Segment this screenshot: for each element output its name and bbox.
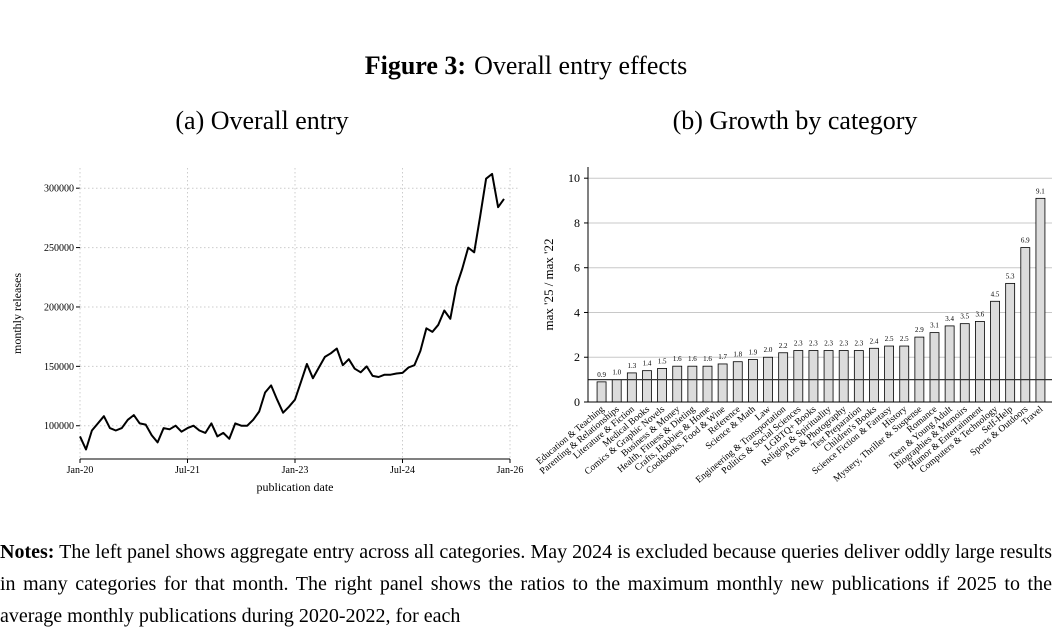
bar bbox=[899, 345, 910, 403]
y-axis-label: monthly releases bbox=[10, 273, 24, 354]
value-label: 1.4 bbox=[643, 360, 652, 368]
y-axis-label: max '25 / max '22 bbox=[541, 238, 556, 330]
figure: Figure 3: Overall entry effects (a) Overa… bbox=[10, 51, 1052, 494]
bar bbox=[823, 350, 834, 403]
x-tick-label: Jul-24 bbox=[390, 465, 415, 476]
value-label: 1.8 bbox=[733, 351, 742, 359]
value-label: 2.2 bbox=[779, 342, 788, 350]
chart-title: (b) Growth by category bbox=[673, 106, 918, 135]
value-label: 2.0 bbox=[764, 346, 773, 354]
bar bbox=[959, 323, 970, 403]
value-label: 3.4 bbox=[945, 315, 954, 323]
bar bbox=[914, 336, 925, 403]
value-label: 2.4 bbox=[870, 337, 879, 345]
figure-title: Figure 3: Overall entry effects bbox=[365, 51, 688, 80]
bar bbox=[748, 359, 758, 403]
value-label: 2.3 bbox=[824, 340, 833, 348]
bar bbox=[869, 347, 879, 403]
bar bbox=[990, 300, 1000, 403]
y-tick-label: 300000 bbox=[44, 184, 74, 195]
bar bbox=[1020, 247, 1031, 403]
value-label: 2.3 bbox=[839, 340, 848, 348]
bar bbox=[884, 345, 894, 403]
value-label: 4.5 bbox=[991, 290, 1000, 298]
bar bbox=[642, 370, 652, 403]
value-label: 1.3 bbox=[627, 362, 636, 370]
y-tick-label: 4 bbox=[574, 305, 580, 319]
bar bbox=[793, 350, 804, 403]
data-line bbox=[79, 172, 505, 451]
value-label: 1.7 bbox=[718, 353, 727, 361]
bar bbox=[687, 365, 698, 403]
value-label: 2.5 bbox=[900, 335, 909, 343]
value-label: 2.9 bbox=[915, 326, 924, 334]
y-tick-label: 6 bbox=[574, 261, 580, 275]
bar bbox=[611, 379, 622, 403]
bar bbox=[853, 350, 864, 403]
value-label: 1.6 bbox=[688, 355, 697, 363]
bar bbox=[702, 365, 713, 403]
figure-label: Figure 3: bbox=[365, 51, 466, 80]
bar bbox=[975, 321, 985, 403]
x-tick-label: Jan-26 bbox=[497, 465, 524, 476]
y-tick-label: 100000 bbox=[44, 421, 74, 432]
value-label: 1.0 bbox=[612, 369, 621, 377]
bar bbox=[1005, 282, 1016, 403]
value-label: 2.3 bbox=[854, 340, 863, 348]
value-label: 3.1 bbox=[930, 322, 939, 330]
value-label: 9.1 bbox=[1036, 187, 1045, 195]
figure-title-text: Overall entry effects bbox=[474, 51, 687, 80]
y-tick-label: 8 bbox=[574, 216, 580, 230]
y-tick-label: 250000 bbox=[44, 243, 74, 254]
notes-text: The left panel shows aggregate entry acr… bbox=[0, 541, 1052, 627]
value-label: 6.9 bbox=[1021, 237, 1030, 245]
bar bbox=[838, 350, 849, 403]
bar bbox=[1035, 197, 1046, 403]
x-tick-label: Jul-21 bbox=[175, 465, 200, 476]
value-label: 5.3 bbox=[1006, 272, 1015, 280]
value-label: 3.5 bbox=[960, 313, 969, 321]
bar bbox=[944, 325, 955, 403]
chart-title: (a) Overall entry bbox=[175, 106, 348, 135]
y-tick-label: 2 bbox=[574, 350, 580, 364]
x-tick-label: Jan-20 bbox=[67, 465, 94, 476]
x-axis-label: publication date bbox=[257, 480, 334, 494]
bar bbox=[672, 365, 683, 403]
value-label: 1.9 bbox=[749, 348, 758, 356]
value-label: 2.3 bbox=[809, 340, 818, 348]
y-tick-label: 0 bbox=[574, 395, 580, 409]
bar bbox=[778, 352, 789, 403]
bar bbox=[717, 363, 728, 403]
x-tick-label: Jan-23 bbox=[282, 465, 309, 476]
value-label: 1.6 bbox=[673, 355, 682, 363]
notes: Notes: The left panel shows aggregate en… bbox=[0, 536, 1052, 628]
bar bbox=[596, 381, 607, 403]
notes-label: Notes: bbox=[0, 541, 55, 563]
bar bbox=[808, 350, 819, 403]
value-label: 1.6 bbox=[703, 355, 712, 363]
value-label: 2.3 bbox=[794, 340, 803, 348]
bar bbox=[929, 332, 940, 403]
value-label: 0.9 bbox=[597, 371, 606, 379]
bar bbox=[657, 368, 667, 403]
bar bbox=[626, 372, 637, 403]
value-label: 2.5 bbox=[885, 335, 894, 343]
value-label: 3.6 bbox=[976, 310, 985, 318]
bar bbox=[732, 361, 743, 403]
y-tick-label: 10 bbox=[568, 171, 580, 185]
y-tick-label: 200000 bbox=[44, 302, 74, 313]
y-tick-label: 150000 bbox=[44, 362, 74, 373]
value-label: 1.5 bbox=[658, 357, 667, 365]
